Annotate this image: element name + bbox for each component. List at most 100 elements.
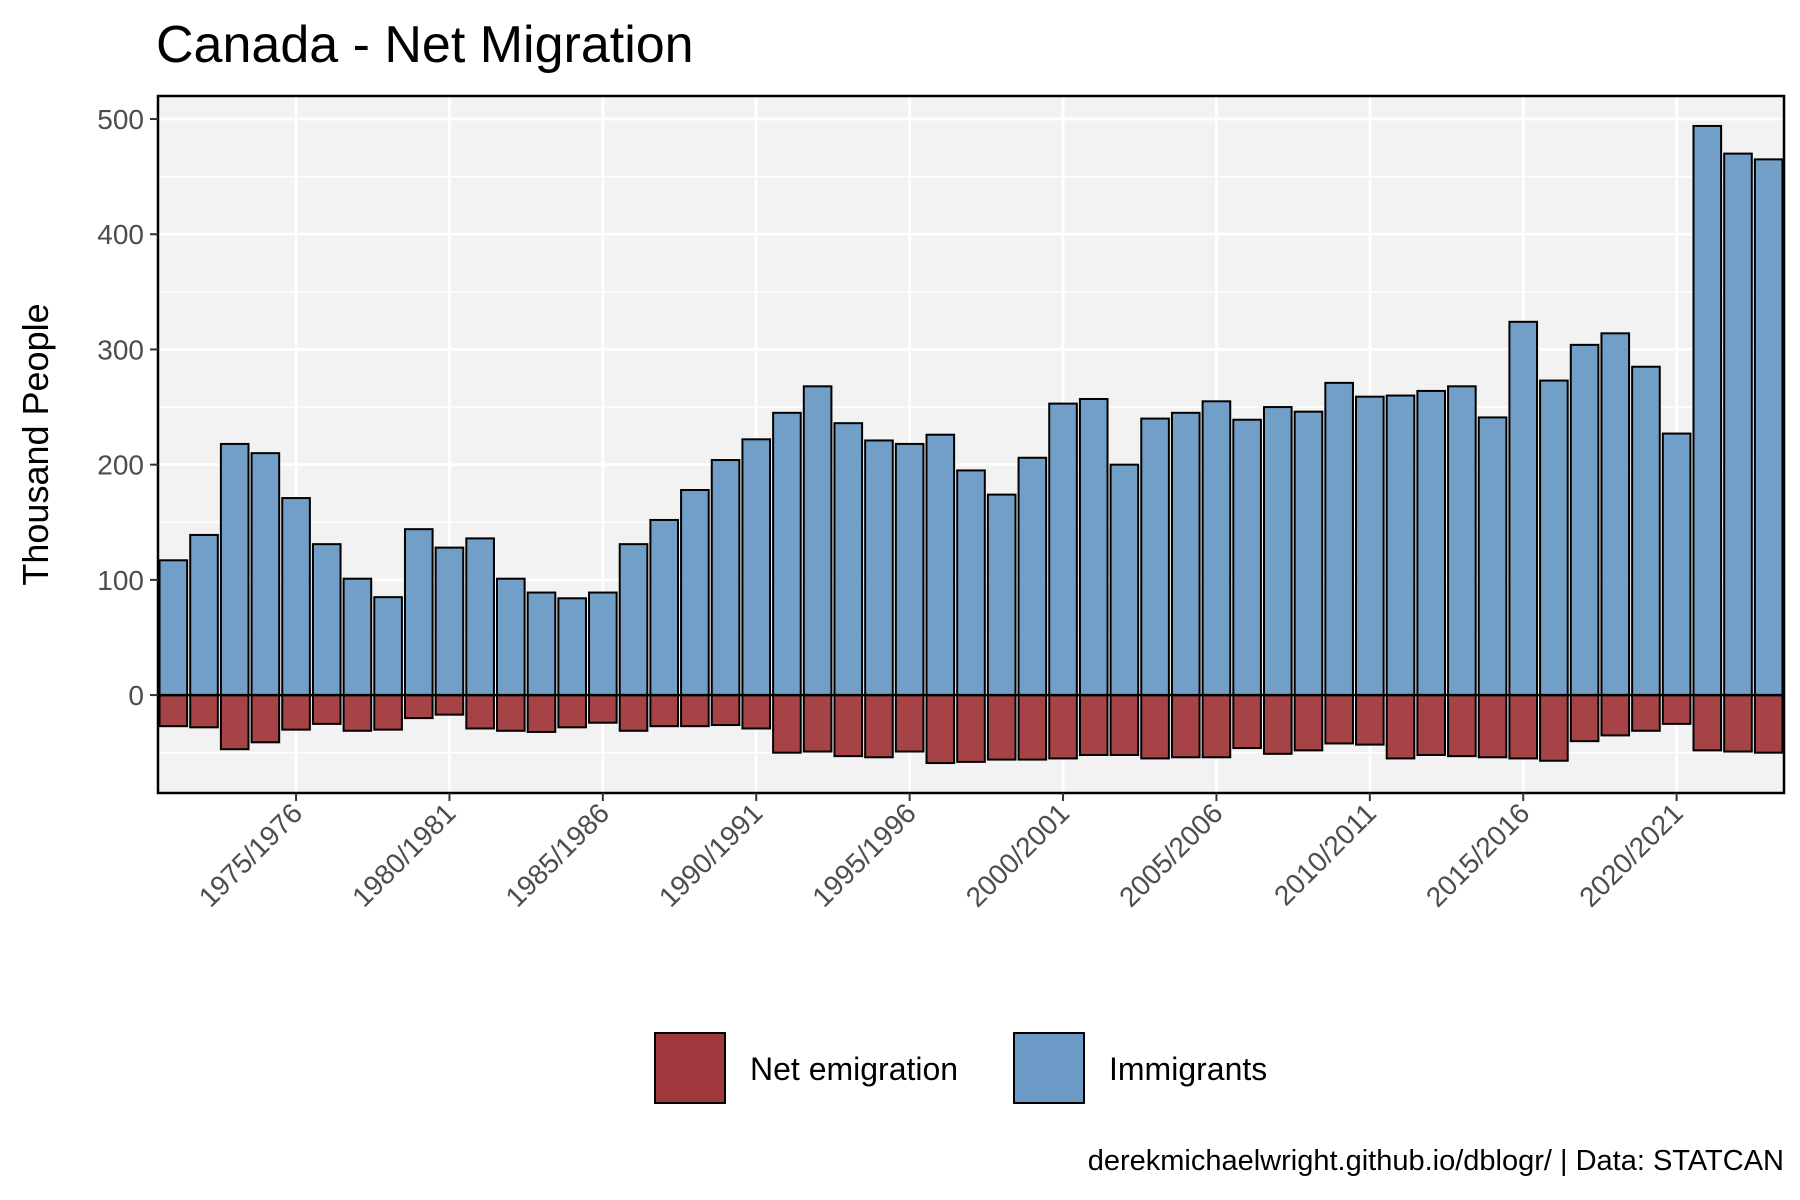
net-emigration-bar — [250, 694, 281, 744]
immigrants-bar — [1539, 379, 1569, 697]
net-emigration-bar — [1661, 694, 1692, 725]
net-emigration-bar — [1078, 694, 1109, 756]
net-emigration-bar — [1262, 694, 1293, 755]
legend-key-immigrants — [1013, 1032, 1085, 1104]
net-emigration-bar — [1232, 694, 1262, 750]
net-emigration-bar — [1201, 694, 1232, 759]
y-tick-label: 100 — [97, 565, 144, 596]
legend: Net emigration Immigrants — [654, 1032, 1267, 1104]
immigrants-bar — [649, 518, 680, 697]
net-emigration-bar — [1508, 694, 1539, 760]
x-tick-label: 2010/2011 — [1268, 797, 1382, 911]
immigrants-bar — [1723, 152, 1753, 697]
immigrants-bar — [434, 546, 465, 697]
immigrants-bar — [496, 577, 526, 697]
net-emigration-bar — [1477, 694, 1508, 759]
net-emigration-bar — [342, 694, 373, 732]
immigrants-bar — [680, 489, 710, 697]
immigrants-bar — [1416, 389, 1446, 697]
net-emigration-bar — [1293, 694, 1324, 752]
immigrants-bar — [1477, 416, 1508, 697]
net-emigration-bar — [741, 694, 772, 730]
x-tick-label: 2000/2001 — [960, 797, 1076, 913]
net-emigration-bar — [1753, 694, 1784, 754]
immigrants-bar — [281, 497, 311, 697]
x-tick-label: 1975/1976 — [193, 797, 309, 913]
immigrants-bar — [1170, 411, 1201, 697]
net-emigration-bar — [311, 694, 342, 725]
net-emigration-bar — [1539, 694, 1569, 762]
net-emigration-bar — [189, 694, 219, 729]
legend-key-net-emigration — [654, 1032, 726, 1104]
immigrants-bar — [1324, 381, 1354, 697]
net-emigration-bar — [649, 694, 680, 728]
immigrants-bar — [1569, 343, 1600, 697]
immigrants-bar — [925, 433, 956, 697]
x-tick-label: 1995/1996 — [806, 797, 922, 913]
immigrants-bar — [710, 459, 741, 697]
net-emigration-bar — [1140, 694, 1170, 760]
net-emigration-bar — [281, 694, 311, 731]
x-tick-label: 2015/2016 — [1420, 797, 1536, 913]
immigrants-bar — [1109, 463, 1140, 697]
immigrants-bar — [833, 422, 864, 697]
immigrants-bar — [1631, 365, 1661, 697]
immigrants-bar — [557, 597, 587, 697]
net-emigration-bar — [1355, 694, 1385, 746]
immigrants-bar — [1600, 332, 1631, 697]
net-emigration-bar — [1048, 694, 1078, 760]
net-emigration-bar — [588, 694, 618, 724]
immigrants-bar — [250, 452, 281, 697]
net-emigration-bar — [1723, 694, 1753, 753]
plot-border — [156, 94, 1786, 795]
immigrants-bar — [588, 591, 618, 697]
immigrants-bar — [1262, 406, 1293, 697]
net-emigration-bar — [833, 694, 864, 758]
net-emigration-bar — [496, 694, 526, 732]
y-tick-label: 300 — [97, 334, 144, 365]
net-emigration-bar — [219, 694, 250, 751]
net-emigration-bar — [373, 694, 403, 731]
immigrants-bar — [1661, 432, 1692, 697]
net-emigration-bar — [1385, 694, 1416, 760]
x-tick-label: 2020/2021 — [1573, 797, 1689, 913]
y-tick-label: 500 — [97, 104, 144, 135]
legend-label-immigrants: Immigrants — [1109, 1051, 1267, 1087]
immigrants-bar — [342, 577, 373, 697]
immigrants-bar — [158, 559, 189, 697]
immigrants-bar — [772, 411, 802, 697]
net-emigration-bar — [434, 694, 465, 716]
immigrants-bar — [618, 543, 649, 697]
immigrants-bar — [311, 543, 342, 697]
immigrants-bar — [1385, 394, 1416, 697]
net-emigration-bar — [1569, 694, 1600, 743]
net-emigration-bar — [802, 694, 833, 753]
immigrants-bar — [1447, 385, 1477, 697]
net-emigration-bar — [894, 694, 925, 753]
immigrants-bar — [526, 591, 557, 697]
net-emigration-bar — [986, 694, 1017, 761]
immigrants-bar — [741, 438, 772, 697]
net-emigration-bar — [465, 694, 495, 730]
immigrants-bar — [1201, 400, 1232, 697]
net-emigration-bar — [557, 694, 587, 729]
net-emigration-bar — [403, 694, 434, 720]
immigrants-bar — [1140, 417, 1170, 697]
immigrants-bar — [894, 442, 925, 697]
x-tick-label: 1980/1981 — [346, 797, 462, 913]
legend-label-net-emigration: Net emigration — [750, 1051, 958, 1087]
immigrants-bar — [1293, 410, 1324, 697]
immigrants-bar — [1078, 397, 1109, 697]
x-tick-label: 2005/2006 — [1113, 797, 1229, 913]
immigrants-bar — [373, 596, 403, 697]
chart-caption: derekmichaelwright.github.io/dblogr/ | D… — [1088, 1145, 1784, 1177]
net-emigration-bar — [1416, 694, 1446, 756]
net-emigration-bar — [925, 694, 956, 765]
net-emigration-bar — [1600, 694, 1631, 737]
immigrants-bar — [1355, 395, 1385, 697]
net-emigration-bar — [1017, 694, 1048, 761]
chart-title: Canada - Net Migration — [156, 16, 694, 74]
immigrants-bar — [864, 439, 894, 697]
net-emigration-bar — [956, 694, 986, 763]
